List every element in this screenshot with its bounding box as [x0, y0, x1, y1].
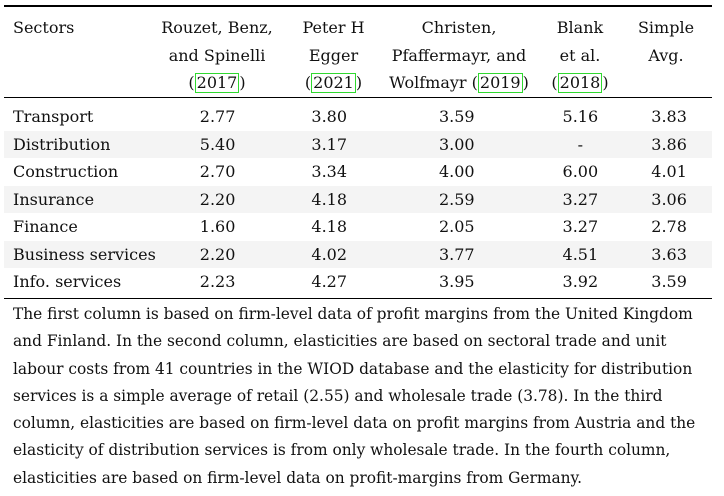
header-simple-avg: Simple Avg. — [637, 18, 695, 65]
table-row: Info. services 2.23 4.27 3.95 3.92 3.59 — [4, 268, 712, 296]
header-blank-citation-line: (2018) — [551, 73, 609, 93]
value-cell: 4.01 — [651, 162, 687, 182]
note-line: elasticity of distribution services is f… — [13, 441, 671, 460]
value-cell: 4.00 — [438, 162, 475, 182]
value-cell: 4.51 — [534, 240, 627, 268]
value-cell: 4.02 — [279, 240, 380, 268]
value-cell: 3.92 — [562, 272, 599, 292]
top-rule — [4, 5, 712, 7]
header-egger-citation-line: (2021) — [304, 73, 363, 93]
bottom-rule — [4, 298, 712, 299]
sector-cell: Insurance — [4, 185, 156, 213]
note-line: labour costs from 41 countries in the WI… — [13, 359, 693, 378]
value-cell: 3.34 — [311, 162, 348, 182]
table-row: Finance 1.60 4.18 2.05 3.27 2.78 — [4, 213, 712, 241]
value-cell: 1.60 — [199, 217, 236, 237]
header-blank: Blank et al. (2018) — [540, 14, 620, 97]
value-cell: 3.00 — [379, 130, 535, 158]
value-cell: 2.05 — [438, 217, 475, 237]
value-cell: 4.18 — [279, 185, 380, 213]
table-row: Business services 2.20 4.02 3.77 4.51 3.63 — [4, 240, 712, 268]
data-table: Transport 2.77 3.80 3.59 5.16 3.83 Distributio… — [4, 103, 712, 296]
note-line: elasticities are based on firm-level dat… — [13, 468, 583, 487]
citation-link-2018[interactable]: 2018 — [557, 73, 603, 93]
note-line: and Finland. In the second column, elast… — [13, 332, 667, 351]
value-cell: 2.20 — [155, 240, 280, 268]
citation-link-2017[interactable]: 2017 — [194, 73, 240, 93]
sector-cell: Transport — [13, 107, 94, 127]
value-cell: 2.59 — [379, 185, 535, 213]
value-cell: 3.83 — [651, 107, 687, 127]
value-cell: 2.77 — [199, 107, 236, 127]
value-cell: 2.20 — [155, 185, 280, 213]
sector-cell: Business services — [4, 240, 156, 268]
value-cell: 3.63 — [626, 240, 712, 268]
value-cell: 3.59 — [651, 272, 687, 292]
value-cell: 2.78 — [651, 217, 687, 237]
table-row: Transport 2.77 3.80 3.59 5.16 3.83 — [4, 103, 712, 131]
value-cell: - — [534, 130, 627, 158]
sector-cell: Finance — [13, 217, 78, 237]
sector-cell: Info. services — [13, 272, 122, 292]
value-cell: 3.86 — [626, 130, 712, 158]
table-row: Insurance 2.20 4.18 2.59 3.27 3.06 — [4, 185, 712, 213]
value-cell: 2.23 — [199, 272, 236, 292]
value-cell: 3.95 — [438, 272, 475, 292]
value-cell: 3.80 — [311, 107, 348, 127]
header-rule — [4, 97, 712, 98]
note-line: The first column is based on firm-level … — [13, 305, 693, 323]
citation-link-2021[interactable]: 2021 — [311, 73, 356, 93]
note-line: column, elasticities are based on firm-l… — [13, 414, 696, 433]
citation-link-2019[interactable]: 2019 — [477, 73, 523, 93]
header-egger: Peter H Egger (2021) — [286, 14, 381, 97]
value-cell: 5.40 — [155, 130, 280, 158]
note-line: services is a simple average of retail (… — [13, 386, 663, 405]
value-cell: 2.70 — [199, 162, 236, 182]
value-cell: 3.06 — [626, 185, 712, 213]
value-cell: 3.27 — [562, 217, 599, 237]
header-rouzet: Rouzet, Benz, and Spinelli (2017) — [158, 14, 276, 97]
header-christen: Christen, Pfaffermayr, and Wolfmayr (201… — [384, 14, 534, 97]
value-cell: 3.59 — [438, 107, 475, 127]
value-cell: 3.27 — [534, 185, 627, 213]
value-cell: 3.17 — [279, 130, 380, 158]
value-cell: 5.16 — [562, 107, 599, 127]
sector-cell: Distribution — [4, 130, 156, 158]
table-note: The first column is based on firm-level … — [13, 301, 713, 492]
table-row: Construction 2.70 3.34 4.00 6.00 4.01 — [4, 158, 712, 186]
header-christen-citation-line: Wolfmayr (2019) — [389, 73, 529, 93]
value-cell: 3.77 — [379, 240, 535, 268]
header-rouzet-citation-line: (2017) — [188, 73, 246, 93]
value-cell: 6.00 — [562, 162, 599, 182]
value-cell: 4.27 — [311, 272, 348, 292]
table-row: Distribution 5.40 3.17 3.00-3.86 — [4, 130, 712, 158]
sector-cell: Construction — [13, 162, 119, 182]
value-cell: 4.18 — [311, 217, 348, 237]
header-sectors: Sectors — [13, 18, 75, 37]
